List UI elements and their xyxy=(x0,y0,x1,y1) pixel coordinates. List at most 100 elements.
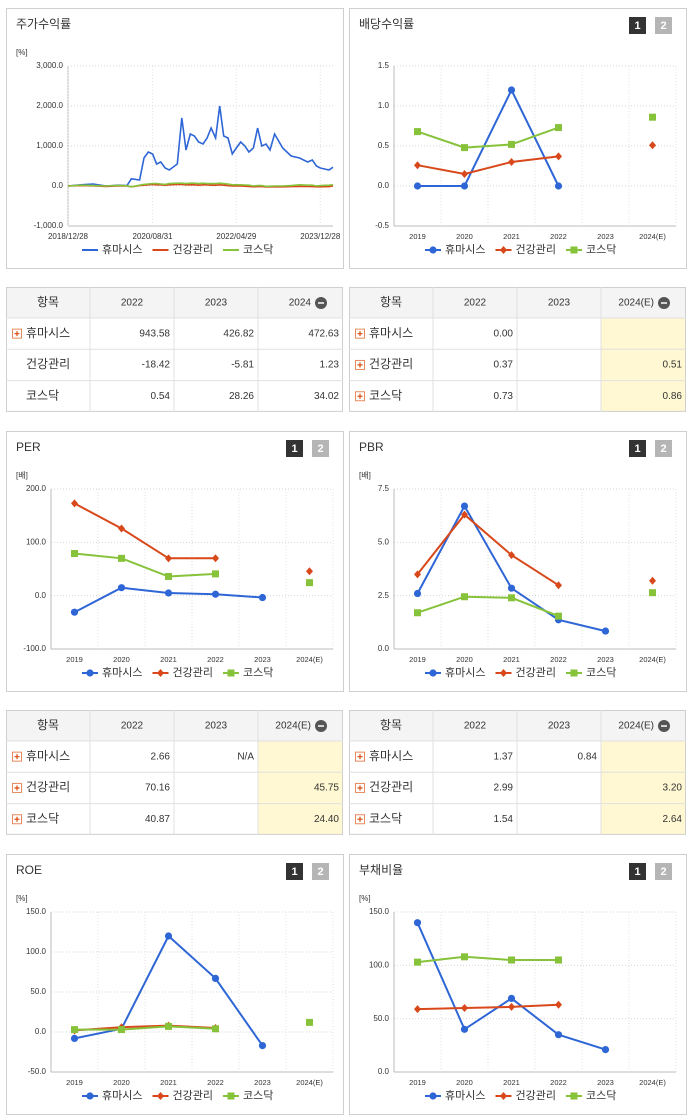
x-tick-label: 2023 xyxy=(597,1078,614,1087)
legend-marker xyxy=(499,246,507,254)
data-point xyxy=(414,609,421,617)
page-button-label[interactable]: 1 xyxy=(634,443,640,455)
y-tick-label: 1.5 xyxy=(378,61,390,70)
panel xyxy=(6,854,344,1115)
page-button-label[interactable]: 2 xyxy=(660,866,666,878)
page-button-label[interactable]: 1 xyxy=(634,20,640,32)
x-tick-label: 2023/12/28 xyxy=(300,232,341,241)
cell-value: 943.58 xyxy=(139,328,170,339)
cell-value: 0.73 xyxy=(494,391,514,402)
panel-title: 배당수익률 xyxy=(359,17,414,31)
row-name: 휴마시스 xyxy=(369,326,413,340)
panel-title: PBR xyxy=(359,440,384,454)
legend-marker xyxy=(227,669,235,677)
page-button-label[interactable]: 2 xyxy=(660,443,666,455)
panel xyxy=(6,8,344,269)
data-point xyxy=(554,1031,563,1039)
page-button-label[interactable]: 2 xyxy=(317,443,323,455)
cell-value: 426.82 xyxy=(223,328,254,339)
data-point xyxy=(508,1002,515,1011)
page-button-label[interactable]: 2 xyxy=(660,20,666,32)
data-point xyxy=(70,1034,79,1042)
page-button[interactable] xyxy=(312,440,329,457)
row-name: 코스닥 xyxy=(369,811,402,825)
row-name: 건강관리 xyxy=(26,357,70,371)
column-header: 2022 xyxy=(464,721,487,732)
page-button[interactable] xyxy=(312,863,329,880)
x-tick-label: 2023 xyxy=(597,655,614,664)
data-point xyxy=(212,1025,219,1033)
cell-value: 1.54 xyxy=(494,814,514,825)
cell-value: N/A xyxy=(237,751,254,762)
panel-title: PER xyxy=(16,440,41,454)
row-name: 건강관리 xyxy=(26,780,70,794)
page-button-label[interactable]: 1 xyxy=(291,443,297,455)
page-button-label[interactable]: 1 xyxy=(291,866,297,878)
x-tick-label: 2021 xyxy=(503,1078,520,1087)
page-button[interactable] xyxy=(286,440,303,457)
data-point xyxy=(71,550,78,558)
column-header: 2024(E) xyxy=(618,298,654,309)
data-point xyxy=(460,1025,469,1033)
data-point xyxy=(118,1026,125,1034)
row-name: 건강관리 xyxy=(369,357,413,371)
panel xyxy=(349,854,687,1115)
page-button[interactable] xyxy=(629,440,646,457)
data-point xyxy=(461,1004,468,1012)
data-point xyxy=(118,524,125,533)
unit-label: [배] xyxy=(16,471,28,480)
legend-label: 휴마시스 xyxy=(445,1089,485,1102)
cell-value: 472.63 xyxy=(308,328,339,339)
page-button[interactable] xyxy=(655,17,672,34)
data-point xyxy=(414,958,421,966)
cell-value: 0.00 xyxy=(494,328,514,339)
data-point xyxy=(649,141,656,150)
y-tick-label: 2,000.0 xyxy=(36,101,63,110)
cell-value: -5.81 xyxy=(231,360,254,371)
page-button[interactable] xyxy=(655,863,672,880)
x-tick-label: 2023 xyxy=(254,1078,271,1087)
column-header: 2022 xyxy=(464,298,487,309)
page-button[interactable] xyxy=(286,863,303,880)
y-tick-label: 100.0 xyxy=(369,960,390,969)
cell-value: -18.42 xyxy=(142,360,171,371)
x-tick-label: 2021 xyxy=(503,655,520,664)
y-tick-label: 7.5 xyxy=(378,484,390,493)
data-point xyxy=(554,182,563,190)
y-tick-label: 0.0 xyxy=(378,1067,390,1076)
x-tick-label: 2022/04/29 xyxy=(216,232,257,241)
data-point xyxy=(164,932,173,940)
panel-title: ROE xyxy=(16,863,42,877)
row-name: 건강관리 xyxy=(369,780,413,794)
legend-label: 휴마시스 xyxy=(102,243,142,256)
page-button[interactable] xyxy=(655,440,672,457)
data-point xyxy=(461,953,468,961)
data-point xyxy=(508,158,515,166)
row-name: 휴마시스 xyxy=(26,326,70,340)
x-tick-label: 2019 xyxy=(66,1078,83,1087)
data-point xyxy=(507,86,516,94)
y-tick-label: 150.0 xyxy=(26,907,47,916)
y-tick-label: 50.0 xyxy=(30,987,46,996)
cell-value: 34.02 xyxy=(314,391,339,402)
data-point xyxy=(555,612,562,620)
data-point xyxy=(306,1018,313,1026)
y-tick-label: 0.0 xyxy=(378,644,390,653)
page-button[interactable] xyxy=(629,863,646,880)
data-point xyxy=(508,956,515,964)
data-point xyxy=(164,589,173,597)
cell-value: 0.37 xyxy=(494,360,514,371)
y-tick-label: -100.0 xyxy=(23,644,46,653)
y-tick-label: 1,000.0 xyxy=(36,141,63,150)
data-point xyxy=(413,182,422,190)
y-tick-label: 100.0 xyxy=(26,947,47,956)
data-point xyxy=(508,140,515,148)
page-button-label[interactable]: 2 xyxy=(317,866,323,878)
page-button[interactable] xyxy=(629,17,646,34)
page-button-label[interactable]: 1 xyxy=(634,866,640,878)
y-tick-label: 100.0 xyxy=(26,537,47,546)
x-tick-label: 2019 xyxy=(409,232,426,241)
data-point xyxy=(70,608,79,616)
x-tick-label: 2022 xyxy=(550,232,567,241)
data-point xyxy=(601,1046,610,1054)
